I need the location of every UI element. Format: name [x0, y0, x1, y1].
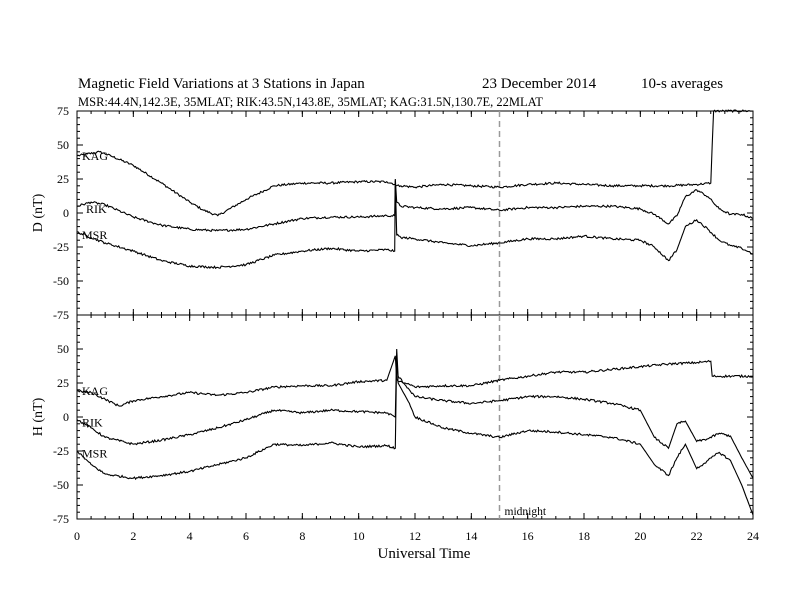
y-axis-label: D (nT)	[31, 193, 46, 232]
y-tick-label: 25	[57, 172, 69, 186]
x-tick-label: 14	[465, 529, 477, 543]
series-msr-line	[76, 180, 754, 270]
station-label-msr: MSR	[82, 228, 107, 242]
x-axis-label: Universal Time	[378, 546, 471, 562]
x-tick-label: 20	[634, 529, 646, 543]
x-tick-label: 12	[409, 529, 421, 543]
y-tick-label: 0	[63, 206, 69, 220]
averaging-label: 10-s averages	[641, 76, 723, 92]
station-coordinates-subtitle: MSR:44.4N,142.3E, 35MLAT; RIK:43.5N,143.…	[78, 95, 543, 109]
y-tick-label: -25	[53, 240, 69, 254]
series-rik-line	[76, 348, 754, 479]
x-tick-label: 6	[243, 529, 249, 543]
x-tick-label: 10	[353, 529, 365, 543]
series-kag-line	[76, 355, 754, 407]
station-label-kag: KAG	[82, 149, 108, 163]
y-tick-label: 50	[57, 342, 69, 356]
x-tick-label: 0	[74, 529, 80, 543]
y-tick-label: 75	[57, 104, 69, 118]
date-label: 23 December 2014	[482, 76, 597, 92]
panel-d: 75 50 25 0 -25 -50 -75 D (nT) KAG RIK MSR	[31, 104, 754, 322]
x-tick-label: 16	[522, 529, 534, 543]
x-tick-label: 2	[130, 529, 136, 543]
x-tick-label: 4	[187, 529, 193, 543]
y-tick-label: -50	[53, 274, 69, 288]
station-label-rik: RIK	[82, 415, 103, 429]
y-tick-label: 0	[63, 410, 69, 424]
station-label-kag: KAG	[82, 384, 108, 398]
x-tick-label: 24	[747, 529, 759, 543]
chart-title: Magnetic Field Variations at 3 Stations …	[78, 76, 365, 92]
station-label-msr: MSR	[82, 447, 107, 461]
series-msr-line	[76, 355, 754, 516]
y-tick-label: -75	[53, 512, 69, 526]
y-tick-label: -75	[53, 308, 69, 322]
x-tick-label: 8	[299, 529, 305, 543]
series-rik-line	[76, 178, 754, 233]
panels-group: 75 50 25 0 -25 -50 -75 D (nT) KAG RIK MSR 50 25 0 -25 -…	[31, 104, 759, 543]
station-label-rik: RIK	[86, 202, 107, 216]
y-tick-label: -25	[53, 444, 69, 458]
x-tick-label: 22	[691, 529, 703, 543]
y-tick-label: 50	[57, 138, 69, 152]
series-kag-line	[76, 109, 754, 217]
y-tick-label: -50	[53, 478, 69, 492]
y-tick-label: 25	[57, 376, 69, 390]
y-axis-label: H (nT)	[31, 397, 46, 436]
x-tick-label: 18	[578, 529, 590, 543]
panel-h: 50 25 0 -25 -50 -75 H (nT) KAG RIK MSR	[31, 314, 754, 526]
midnight-label: midnight	[505, 506, 547, 518]
